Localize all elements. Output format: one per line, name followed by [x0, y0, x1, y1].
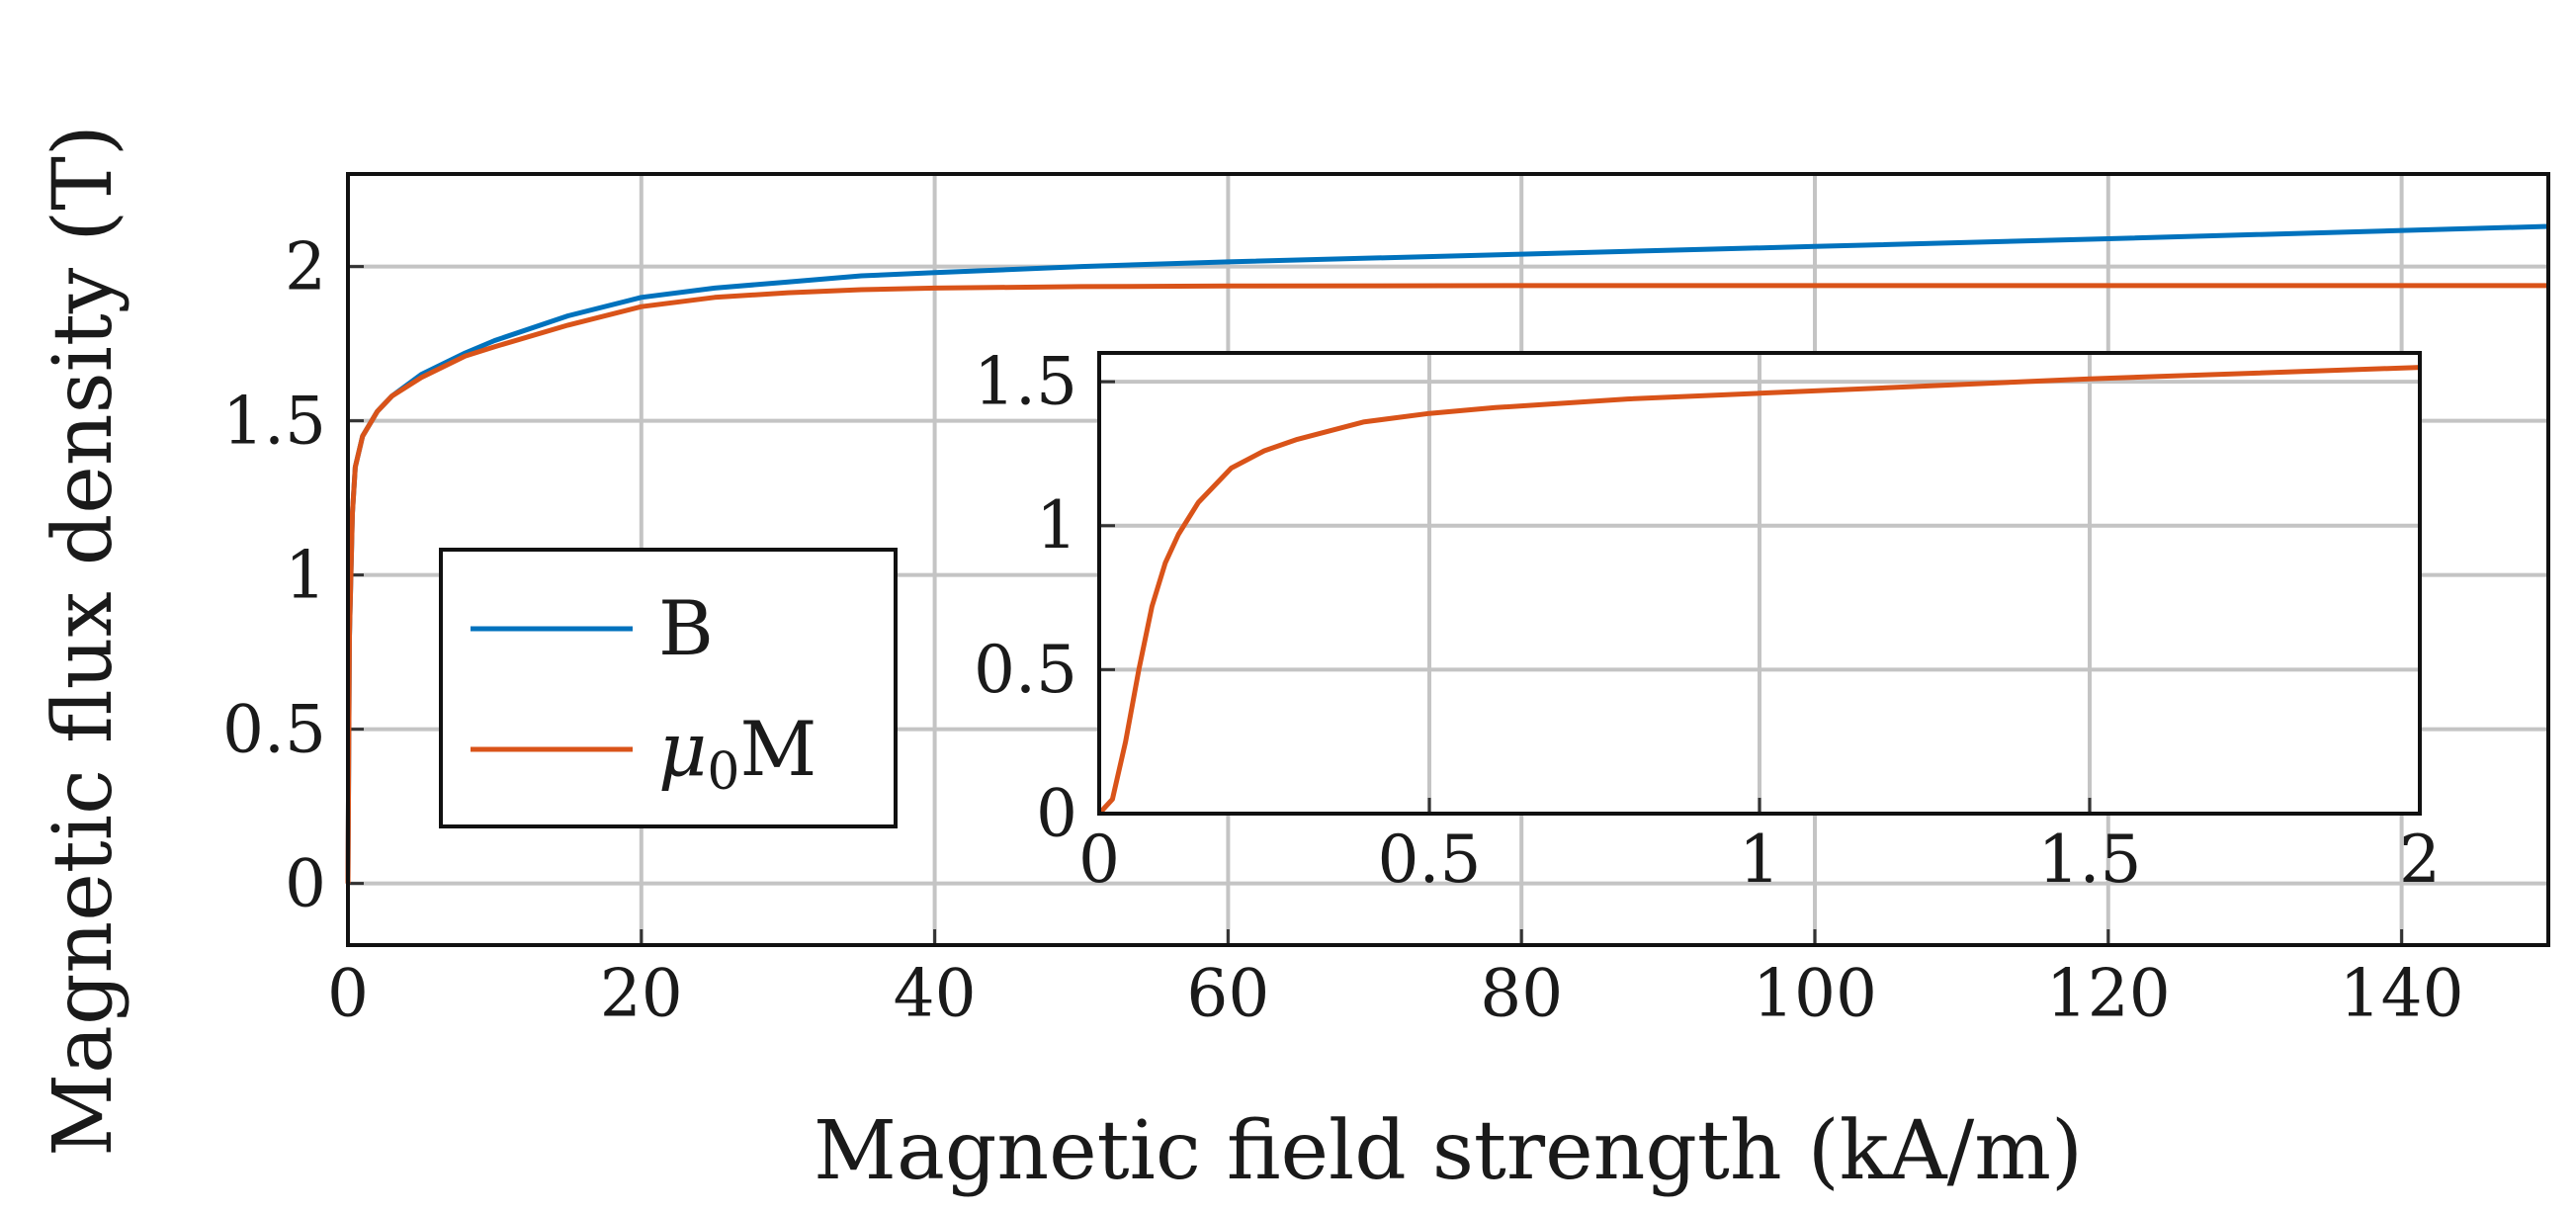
legend-label-mu: μ: [658, 705, 707, 793]
legend-label-m: M: [740, 705, 817, 793]
inset-y-tick-labels: 0 0.5 1 1.5: [974, 344, 1077, 852]
inset-plot: 0 0.5 1 1.5 2 0 0.5 1 1.5: [974, 344, 2441, 899]
inset-x-tick-label: 0: [1078, 822, 1120, 898]
inset-series-line-0: [1097, 365, 2421, 816]
main-x-tick-label: 80: [1480, 955, 1563, 1031]
main-x-tick-label: 140: [2340, 955, 2464, 1031]
inset-y-tick-label: 1: [1036, 487, 1077, 563]
main-x-tick-label: 40: [894, 955, 977, 1031]
inset-y-tick-label: 0.5: [974, 632, 1077, 708]
legend-label-subscript: 0: [707, 742, 739, 802]
inset-x-tick-label: 2: [2399, 822, 2441, 898]
main-y-tick-labels: 0 0.5 1 1.5 2: [222, 229, 326, 922]
main-y-tick-label: 0.5: [222, 692, 326, 768]
main-x-tick-label: 100: [1753, 955, 1877, 1031]
main-y-tick-label: 1.5: [222, 384, 326, 460]
main-y-tick-label: 2: [285, 229, 326, 305]
y-axis-label: Magnetic flux density (T): [37, 125, 130, 1157]
inset-y-tick-label: 0: [1036, 775, 1077, 851]
inset-plot-frame: [1097, 351, 2422, 816]
inset-x-tick-label: 1: [1739, 822, 1780, 898]
main-plot-frame: [346, 172, 2550, 947]
main-series-line-1: [345, 283, 2548, 884]
main-x-tick-label: 0: [327, 955, 369, 1031]
main-x-tick-labels: 0 20 40 60 80 100 120 140: [327, 955, 2464, 1031]
legend-box: [439, 548, 898, 828]
x-axis-label: Magnetic field strength (kA/m): [814, 1104, 2083, 1198]
main-y-tick-label: 0: [285, 846, 326, 922]
inset-y-tick-label: 1.5: [974, 344, 1077, 420]
main-y-tick-label: 1: [285, 538, 326, 614]
inset-series-group: [1097, 365, 2421, 816]
legend: B μ0M: [439, 548, 898, 828]
inset-x-tick-labels: 0 0.5 1 1.5 2: [1078, 822, 2441, 898]
main-x-tick-label: 60: [1186, 955, 1269, 1031]
main-x-tick-label: 120: [2046, 955, 2171, 1031]
inset-x-tick-label: 1.5: [2038, 822, 2142, 898]
legend-label-mu0m: μ0M: [658, 705, 816, 802]
main-series-group: [345, 223, 2549, 884]
main-x-tick-label: 20: [600, 955, 683, 1031]
legend-label-b: B: [658, 584, 714, 672]
inset-x-tick-label: 0.5: [1378, 822, 1482, 898]
